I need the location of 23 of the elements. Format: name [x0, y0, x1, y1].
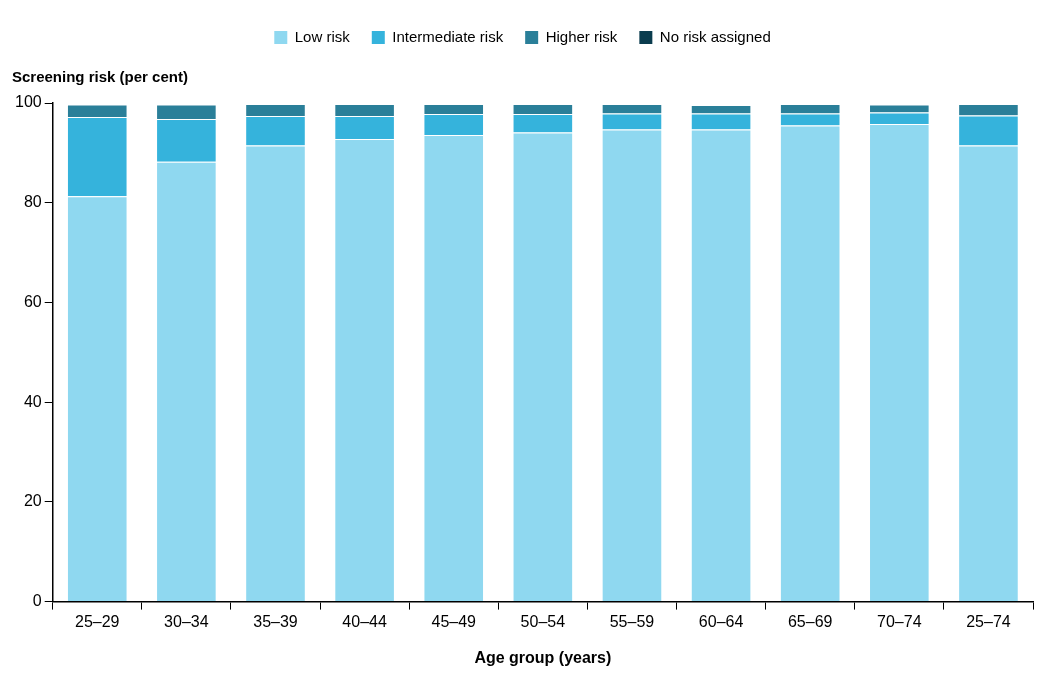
x-tick-label: 70–74	[877, 612, 922, 630]
x-tick-label: 50–54	[520, 612, 566, 630]
legend-label: Low risk	[294, 27, 351, 45]
legend-label: No risk assigned	[659, 27, 771, 45]
x-tick-label: 35–39	[253, 612, 298, 630]
x-axis-title: Age group (years)	[474, 648, 612, 666]
x-tick-label: 25–29	[75, 612, 120, 630]
legend-label: Intermediate risk	[392, 27, 504, 45]
y-tick-label: 0	[32, 592, 42, 610]
x-tick-label: 45–49	[431, 612, 477, 630]
x-tick-label: 60–64	[698, 612, 744, 630]
x-tick-label: 40–44	[342, 612, 387, 630]
y-tick-label: 60	[23, 292, 42, 310]
y-tick-label: 40	[23, 392, 42, 410]
y-tick-label: 20	[23, 492, 42, 510]
y-axis-title: Screening risk (per cent)	[12, 68, 188, 86]
y-tick-label: 100	[14, 93, 42, 111]
x-tick-label: 65–69	[787, 612, 833, 630]
y-tick-label: 80	[23, 193, 42, 211]
legend-label: Higher risk	[545, 27, 618, 45]
x-tick-label: 55–59	[609, 612, 655, 630]
x-tick-label: 30–34	[164, 612, 209, 630]
x-tick-label: 25–74	[966, 612, 1011, 630]
